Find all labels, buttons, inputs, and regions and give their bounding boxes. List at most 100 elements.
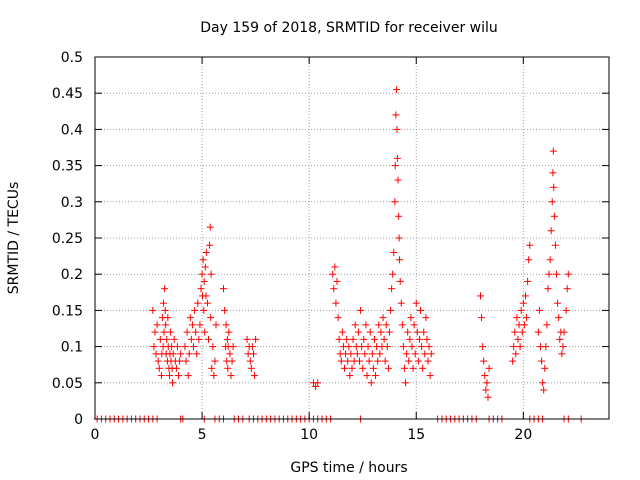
data-point — [347, 350, 355, 358]
data-point — [169, 379, 177, 387]
y-tick-label: 0.5 — [61, 50, 83, 66]
data-point — [229, 343, 237, 351]
data-point — [521, 292, 529, 300]
data-point — [538, 357, 546, 365]
chart-title: Day 159 of 2018, SRMTID for receiver wil… — [200, 20, 498, 36]
data-point — [387, 306, 395, 314]
data-point — [564, 270, 572, 278]
data-points — [93, 86, 585, 423]
data-point — [155, 364, 163, 372]
data-point — [160, 328, 168, 336]
data-point — [547, 227, 555, 235]
data-point — [513, 314, 521, 322]
data-point — [166, 328, 174, 336]
data-point — [511, 328, 519, 336]
data-point — [225, 328, 233, 336]
data-point — [210, 372, 218, 380]
data-point — [346, 372, 354, 380]
data-point — [247, 364, 255, 372]
data-point — [348, 364, 356, 372]
data-point — [184, 372, 192, 380]
data-point — [212, 321, 220, 329]
data-point — [359, 364, 367, 372]
data-point — [408, 343, 416, 351]
data-point — [388, 285, 396, 293]
data-point — [396, 277, 404, 285]
data-point — [393, 125, 401, 133]
data-point — [390, 248, 398, 256]
data-point — [404, 328, 412, 336]
data-point — [222, 321, 230, 329]
data-point — [534, 328, 542, 336]
data-point — [397, 299, 405, 307]
data-point — [399, 343, 407, 351]
x-tick-label: 10 — [300, 427, 318, 443]
data-point — [382, 321, 390, 329]
data-point — [332, 299, 340, 307]
data-point — [182, 357, 190, 365]
data-point — [190, 343, 198, 351]
data-point — [406, 335, 414, 343]
y-tick-label: 0.4 — [61, 122, 83, 138]
data-point — [199, 256, 207, 264]
data-point — [377, 328, 385, 336]
data-point — [541, 364, 549, 372]
data-point — [381, 357, 389, 365]
data-point — [553, 270, 561, 278]
data-point — [329, 270, 337, 278]
data-point — [370, 335, 378, 343]
data-point — [555, 314, 563, 322]
data-point — [208, 364, 216, 372]
data-point — [221, 306, 229, 314]
y-tick-label: 0.15 — [52, 303, 83, 319]
y-tick-label: 0.45 — [52, 86, 83, 102]
data-point — [407, 314, 415, 322]
data-point — [542, 343, 550, 351]
y-axis-label: SRMTID / TECUs — [6, 182, 22, 295]
data-point — [166, 372, 174, 380]
data-point — [477, 292, 484, 300]
data-point — [539, 379, 547, 387]
data-point — [483, 379, 491, 387]
data-point — [420, 328, 428, 336]
y-tick-label: 0.2 — [61, 267, 83, 283]
data-point — [562, 306, 570, 314]
data-point — [485, 364, 493, 372]
data-point — [563, 285, 571, 293]
data-point — [149, 306, 157, 314]
data-point — [188, 321, 196, 329]
data-point — [369, 364, 377, 372]
data-point — [198, 270, 206, 278]
data-point — [518, 328, 526, 336]
data-point — [394, 176, 402, 184]
data-point — [206, 241, 214, 249]
data-point — [367, 379, 375, 387]
data-point — [484, 393, 492, 401]
data-point — [170, 335, 178, 343]
data-point — [154, 357, 162, 365]
data-point — [520, 321, 528, 329]
data-point — [175, 372, 183, 380]
data-point — [362, 321, 370, 329]
data-point — [545, 270, 553, 278]
data-point — [514, 335, 522, 343]
data-point — [349, 335, 357, 343]
data-point — [194, 299, 202, 307]
data-point — [385, 328, 393, 336]
data-point — [364, 343, 372, 351]
data-point — [150, 343, 158, 351]
data-point — [161, 285, 169, 293]
data-point — [415, 335, 423, 343]
data-point — [345, 343, 353, 351]
data-point — [482, 386, 490, 394]
data-point — [422, 314, 430, 322]
data-point — [398, 321, 406, 329]
data-point — [331, 263, 339, 271]
data-point — [549, 147, 557, 155]
data-point — [421, 350, 429, 358]
data-point — [376, 350, 384, 358]
data-point — [357, 306, 365, 314]
data-point — [361, 350, 369, 358]
data-point — [391, 162, 399, 170]
data-point — [403, 350, 411, 358]
